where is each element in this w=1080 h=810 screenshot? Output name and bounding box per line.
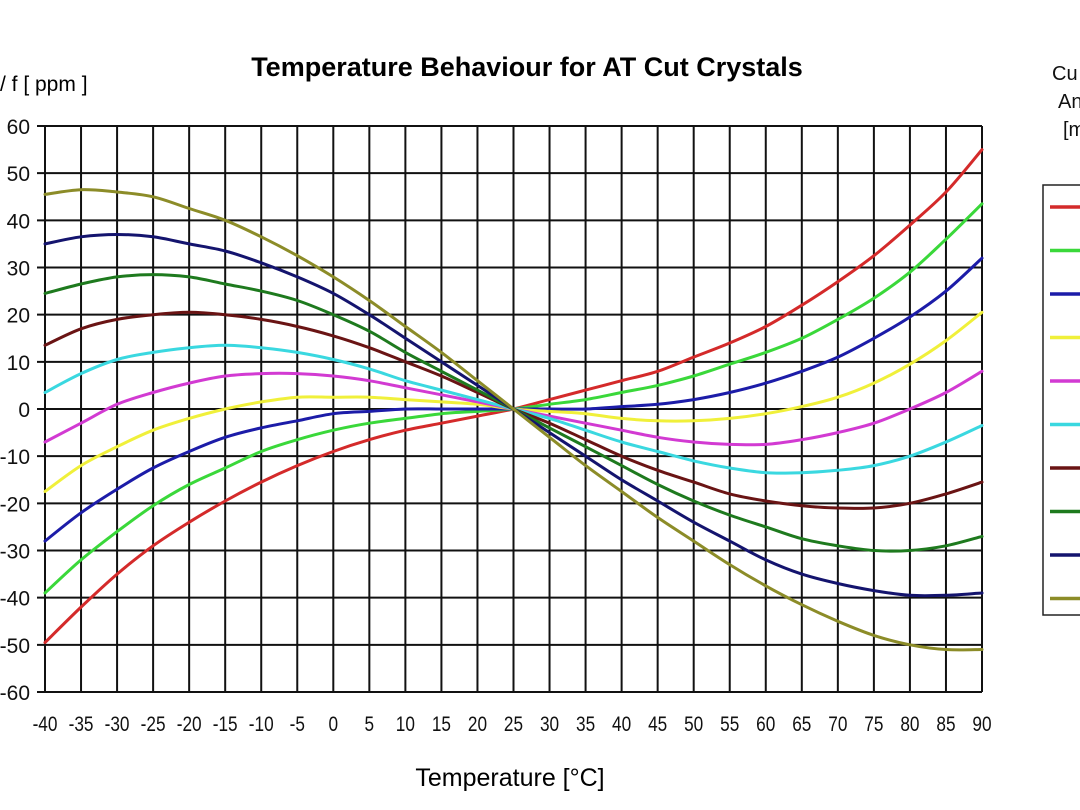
x-tick-label: 70	[828, 714, 847, 737]
y-tick-label: 50	[7, 163, 30, 186]
legend-title-line-2: An	[1058, 91, 1080, 113]
series-line-10	[43, 188, 984, 652]
x-tick-label: -35	[69, 714, 94, 737]
x-tick-label: -15	[213, 714, 238, 737]
y-tick-label: 10	[7, 352, 30, 375]
chart-title: Temperature Behaviour for AT Cut Crystal…	[251, 52, 803, 82]
legend-title-line-3: [m	[1063, 119, 1080, 141]
x-tick-label: -5	[290, 714, 305, 737]
x-tick-label: -30	[105, 714, 130, 737]
legend	[1042, 184, 1080, 616]
y-tick-label: 60	[7, 116, 30, 139]
x-tick-label: 5	[365, 714, 375, 737]
x-tick-label: 80	[900, 714, 919, 737]
x-tick-label: 10	[396, 714, 415, 737]
x-tick-label: 90	[972, 714, 991, 737]
x-tick-label: 45	[648, 714, 667, 737]
y-axis-label: / f [ ppm ]	[0, 73, 88, 96]
series-lines	[43, 148, 984, 652]
x-tick-label: 85	[936, 714, 955, 737]
x-tick-label: 15	[432, 714, 451, 737]
y-tick-label: 30	[7, 258, 30, 281]
x-tick-label: 65	[792, 714, 811, 737]
x-tick-label: -10	[249, 714, 274, 737]
y-tick-label: -60	[0, 682, 30, 705]
y-tick-label: 40	[7, 210, 30, 233]
y-tick-label: -10	[0, 446, 30, 469]
x-tick-label: -25	[141, 714, 166, 737]
x-tick-label: 0	[329, 714, 339, 737]
y-tick-label: -20	[0, 493, 30, 516]
legend-box	[1042, 184, 1080, 616]
x-tick-label: -20	[177, 714, 202, 737]
x-tick-label: 30	[540, 714, 559, 737]
x-tick-label: 75	[864, 714, 883, 737]
x-tick-label: 50	[684, 714, 703, 737]
x-tick-label: 25	[504, 714, 523, 737]
x-tick-label: 20	[468, 714, 487, 737]
y-tick-label: 20	[7, 305, 30, 328]
y-tick-label: -40	[0, 588, 30, 611]
legend-title: Cu An [m	[1052, 63, 1080, 141]
x-tick-label: 40	[612, 714, 631, 737]
x-tick-label: 60	[756, 714, 775, 737]
y-tick-label: -30	[0, 541, 30, 564]
x-tick-label: 35	[576, 714, 595, 737]
x-tick-label: 55	[720, 714, 739, 737]
y-tick-labels: 60 50 40 30 20 10 0 -10 -20 -30 -40 -50 -60	[0, 116, 30, 705]
y-tick-label: -50	[0, 635, 30, 658]
x-tick-labels: -40 -35 -30 -25 -20 -15 -10 -5 0 5 10 15 20 25 30 35 40 4…	[33, 714, 992, 737]
x-axis-label: Temperature [°C]	[415, 764, 604, 792]
y-tick-label: 0	[18, 399, 30, 422]
grid	[37, 125, 983, 693]
legend-title-line-1: Cu	[1052, 63, 1078, 85]
x-tick-label: -40	[33, 714, 58, 737]
